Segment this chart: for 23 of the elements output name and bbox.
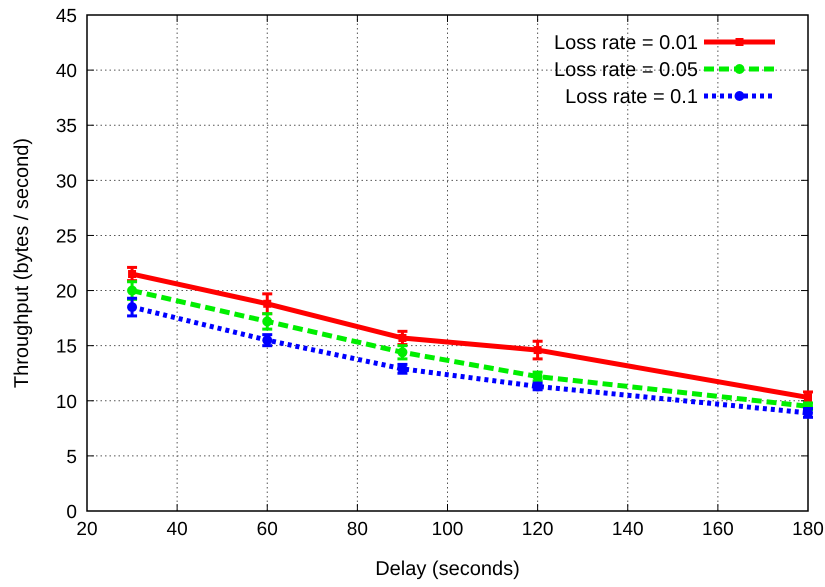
x-tick-label: 180 — [792, 519, 824, 540]
legend-label: Loss rate = 0.1 — [565, 86, 698, 108]
x-tick-label: 120 — [522, 519, 554, 540]
x-tick-label: 100 — [432, 519, 464, 540]
y-tick-label: 5 — [66, 446, 77, 468]
x-axis-title: Delay (seconds) — [375, 558, 520, 580]
x-tick-label: 60 — [256, 519, 278, 540]
y-tick-label: 40 — [56, 61, 77, 82]
x-tick-label: 40 — [166, 519, 188, 540]
y-tick-label: 0 — [66, 502, 77, 523]
y-tick-label: 10 — [56, 392, 77, 413]
x-tick-label: 80 — [346, 519, 368, 540]
x-tick-label: 160 — [702, 519, 734, 540]
y-tick-label: 35 — [56, 116, 77, 138]
y-tick-label: 15 — [56, 336, 77, 358]
y-tick-label: 25 — [56, 226, 77, 248]
legend-label: Loss rate = 0.05 — [554, 59, 698, 81]
y-tick-label: 45 — [56, 6, 77, 27]
y-tick-label: 20 — [56, 282, 77, 303]
legend-label: Loss rate = 0.01 — [554, 32, 698, 54]
y-tick-label: 30 — [56, 171, 77, 192]
x-tick-label: 140 — [612, 519, 644, 540]
y-axis-title: Throughput (bytes / second) — [11, 138, 33, 388]
